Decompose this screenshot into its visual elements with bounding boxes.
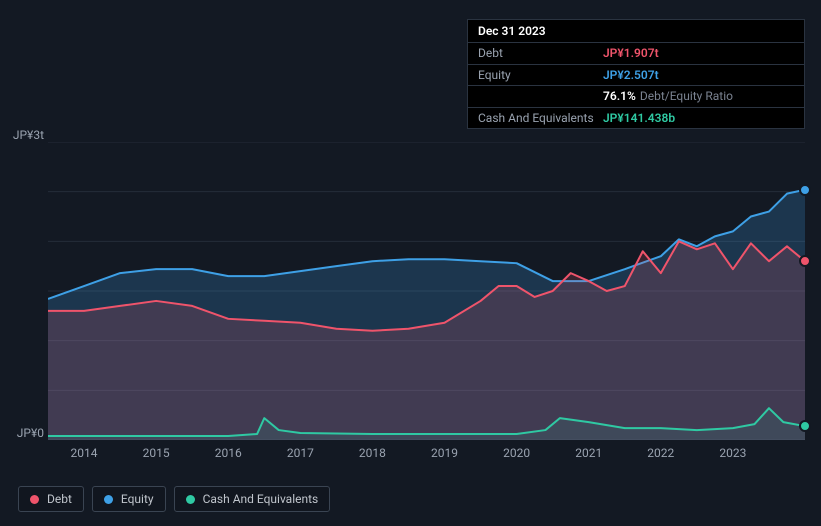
tooltip-row-value: JP¥141.438b (603, 111, 675, 125)
legend-item-debt[interactable]: Debt (18, 486, 84, 512)
cash-end-marker (799, 420, 811, 432)
tooltip-row-label: Debt (478, 46, 603, 60)
x-axis-label: 2018 (359, 446, 386, 460)
legend-dot (104, 495, 113, 504)
area-chart (48, 142, 805, 440)
x-axis-label: 2023 (719, 446, 746, 460)
legend-item-equity[interactable]: Equity (92, 486, 166, 512)
y-axis-label: JP¥0 (4, 426, 44, 440)
equity-end-marker (799, 184, 811, 196)
legend: Debt Equity Cash And Equivalents (18, 486, 330, 512)
tooltip-row-value: JP¥2.507t (603, 68, 659, 82)
legend-label: Debt (47, 492, 72, 506)
legend-dot (30, 495, 39, 504)
chart-tooltip: Dec 31 2023 DebtJP¥1.907tEquityJP¥2.507t… (467, 19, 805, 129)
x-axis-label: 2017 (287, 446, 314, 460)
x-axis-label: 2020 (503, 446, 530, 460)
x-axis-label: 2016 (215, 446, 242, 460)
legend-dot (186, 495, 195, 504)
x-axis-label: 2014 (71, 446, 98, 460)
x-axis-label: 2021 (575, 446, 602, 460)
tooltip-row-label: Cash And Equivalents (478, 111, 603, 125)
legend-label: Equity (121, 492, 154, 506)
x-axis-label: 2019 (431, 446, 458, 460)
tooltip-row-label (478, 89, 603, 103)
x-axis-label: 2015 (143, 446, 170, 460)
tooltip-row: DebtJP¥1.907t (468, 43, 804, 64)
tooltip-row: 76.1%Debt/Equity Ratio (468, 86, 804, 107)
y-axis-label: JP¥3t (4, 128, 44, 142)
tooltip-date: Dec 31 2023 (468, 20, 804, 43)
tooltip-row: EquityJP¥2.507t (468, 65, 804, 86)
x-axis-label: 2022 (647, 446, 674, 460)
legend-item-cash-and-equivalents[interactable]: Cash And Equivalents (174, 486, 331, 512)
tooltip-row: Cash And EquivalentsJP¥141.438b (468, 108, 804, 128)
debt-end-marker (799, 255, 811, 267)
tooltip-row-value: JP¥1.907t (603, 46, 659, 60)
tooltip-row-label: Equity (478, 68, 603, 82)
tooltip-row-value: 76.1%Debt/Equity Ratio (603, 89, 733, 103)
legend-label: Cash And Equivalents (203, 492, 319, 506)
